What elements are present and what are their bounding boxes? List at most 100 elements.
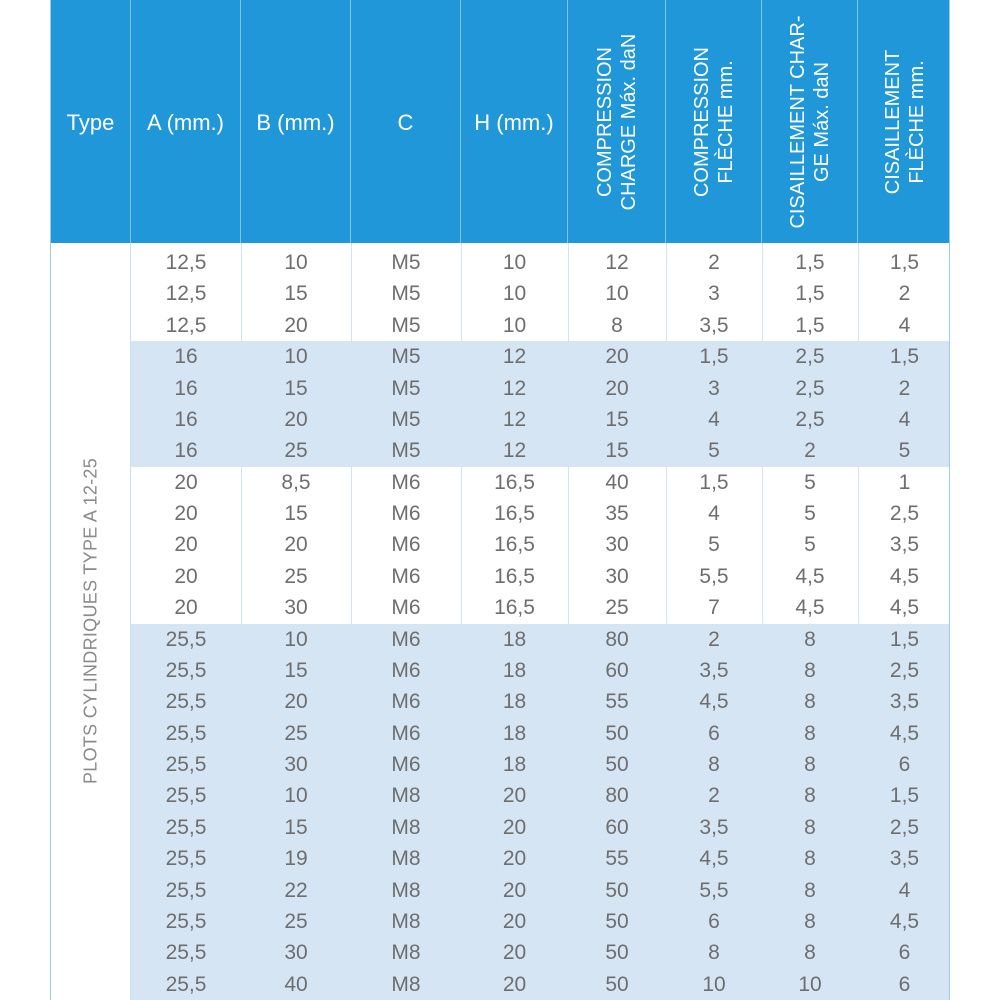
cell-cis_charge: 5: [804, 502, 816, 525]
table-row: 20 30 M6 16,5 25 7 4,5 4,5: [131, 592, 949, 623]
cell-c: M8: [391, 941, 421, 965]
cell-cis_fleche: 4: [898, 313, 911, 337]
cell-h: 20: [502, 909, 527, 933]
cell-cis_charge: 2,5: [795, 345, 825, 369]
cell-cis_fleche: 4: [898, 878, 911, 902]
cell-a: 25,5: [165, 627, 207, 651]
cell-comp_charge: 80: [605, 784, 629, 808]
cell-h: 16,5: [494, 533, 535, 557]
cell-h: 12: [502, 376, 527, 400]
table-row: 16 25 M5 12 15 5 2 5: [131, 435, 949, 466]
cell-comp_fleche: 3,5: [699, 815, 729, 839]
header-h-label: H (mm.): [474, 110, 554, 135]
cell-a: 25,5: [165, 690, 207, 714]
cell-a: 25,5: [165, 784, 207, 808]
table-row: 25,5 22 M8 20 50 5,5 8 4: [131, 875, 949, 906]
cell-a: 25,5: [165, 658, 207, 682]
cell-b: 15: [284, 658, 308, 682]
cell-comp_charge: 10: [605, 282, 629, 306]
cell-a: 20: [174, 502, 198, 525]
cell-comp_fleche: 5,5: [699, 564, 729, 588]
cell-b: 15: [284, 282, 308, 306]
cell-h: 20: [502, 972, 527, 996]
cell-c: M5: [391, 282, 421, 306]
cell-comp_charge: 30: [605, 533, 629, 557]
cell-b: 40: [284, 972, 308, 996]
type-cell: PLOTS CYLINDRIQUES TYPE A 12-25: [51, 243, 131, 1000]
cell-a: 20: [174, 533, 198, 557]
cell-h: 16,5: [494, 564, 535, 588]
cell-comp_fleche: 3: [708, 282, 720, 306]
cell-comp_fleche: 1,5: [699, 470, 729, 494]
cell-cis_charge: 8: [804, 847, 816, 871]
cell-cis_fleche: 3,5: [889, 690, 920, 714]
cell-cis_fleche: 1,5: [889, 627, 920, 651]
cell-b: 10: [284, 784, 308, 808]
header-line: GE Máx. daN: [810, 61, 833, 183]
cell-cis_charge: 8: [804, 909, 816, 933]
cell-c: M6: [391, 596, 421, 620]
cell-comp_charge: 50: [605, 878, 629, 902]
cell-cis_fleche: 5: [898, 439, 911, 463]
header-comp_charge: COMPRESSION CHARGE Máx. daN: [568, 0, 666, 243]
cell-h: 12: [502, 407, 527, 431]
cell-a: 25,5: [165, 753, 207, 776]
cell-comp_charge: 12: [605, 251, 629, 274]
cell-cis_charge: 8: [804, 941, 816, 965]
cell-cis_charge: 8: [804, 658, 816, 682]
cell-cis_charge: 5: [804, 533, 816, 557]
cell-comp_fleche: 6: [708, 909, 720, 933]
column-divider: [762, 243, 763, 1000]
cell-comp_charge: 50: [605, 753, 629, 776]
cell-c: M5: [391, 407, 421, 431]
cell-a: 25,5: [165, 721, 207, 745]
cell-b: 10: [284, 251, 308, 274]
cell-h: 16,5: [494, 502, 535, 525]
cell-c: M8: [391, 815, 421, 839]
cell-cis_fleche: 4,5: [889, 909, 920, 933]
cell-comp_fleche: 5: [708, 439, 720, 463]
cell-b: 20: [284, 533, 308, 557]
cell-cis_fleche: 2,5: [889, 658, 920, 682]
header-b: B (mm.): [241, 0, 351, 243]
cell-cis_fleche: 6: [898, 941, 911, 965]
row-group: 16 10 M5 12 20 1,5 2,5 1,5 16 15 M5 12 20 3 2,5 2 16 20 M5…: [131, 341, 949, 467]
cell-comp_charge: 15: [605, 439, 629, 463]
cell-cis_charge: 2: [804, 439, 816, 463]
cell-h: 16,5: [494, 596, 535, 620]
cell-cis_charge: 8: [804, 690, 816, 714]
cell-a: 25,5: [165, 941, 207, 965]
cell-comp_fleche: 4,5: [699, 690, 729, 714]
cell-comp_charge: 80: [605, 627, 629, 651]
cell-cis_fleche: 3,5: [889, 847, 920, 871]
cell-c: M6: [391, 564, 421, 588]
cell-comp_charge: 50: [605, 721, 629, 745]
cell-comp_charge: 20: [605, 376, 629, 400]
cell-comp_fleche: 4: [708, 407, 720, 431]
cell-h: 20: [502, 941, 527, 965]
cell-c: M6: [391, 627, 421, 651]
cell-cis_charge: 8: [804, 721, 816, 745]
cell-comp_fleche: 8: [708, 941, 720, 965]
header-cis_fleche: CISAILLEMENT FLÈCHE mm.: [858, 0, 949, 243]
cell-b: 22: [284, 878, 308, 902]
cell-c: M6: [391, 753, 421, 776]
cell-a: 16: [174, 439, 198, 463]
cell-a: 12,5: [165, 282, 207, 306]
header-a-label: A (mm.): [147, 110, 224, 135]
row-group: 12,5 10 M5 10 12 2 1,5 1,5 12,5 15 M5 10 10 3 1,5 2 12,5…: [131, 243, 949, 341]
cell-cis_fleche: 4,5: [889, 596, 920, 620]
column-divider: [241, 243, 242, 1000]
cell-b: 25: [284, 721, 308, 745]
header-c-label: C: [397, 110, 414, 135]
cell-b: 30: [284, 941, 308, 965]
table-row: 12,5 15 M5 10 10 3 1,5 2: [131, 278, 949, 309]
cell-cis_charge: 8: [804, 627, 816, 651]
cell-c: M5: [391, 376, 421, 400]
cell-c: M6: [391, 690, 421, 714]
type-label: PLOTS CYLINDRIQUES TYPE A 12-25: [80, 457, 101, 785]
cell-a: 20: [174, 596, 198, 620]
cell-a: 25,5: [165, 847, 207, 871]
cell-a: 25,5: [165, 815, 207, 839]
cell-c: M5: [391, 345, 421, 369]
